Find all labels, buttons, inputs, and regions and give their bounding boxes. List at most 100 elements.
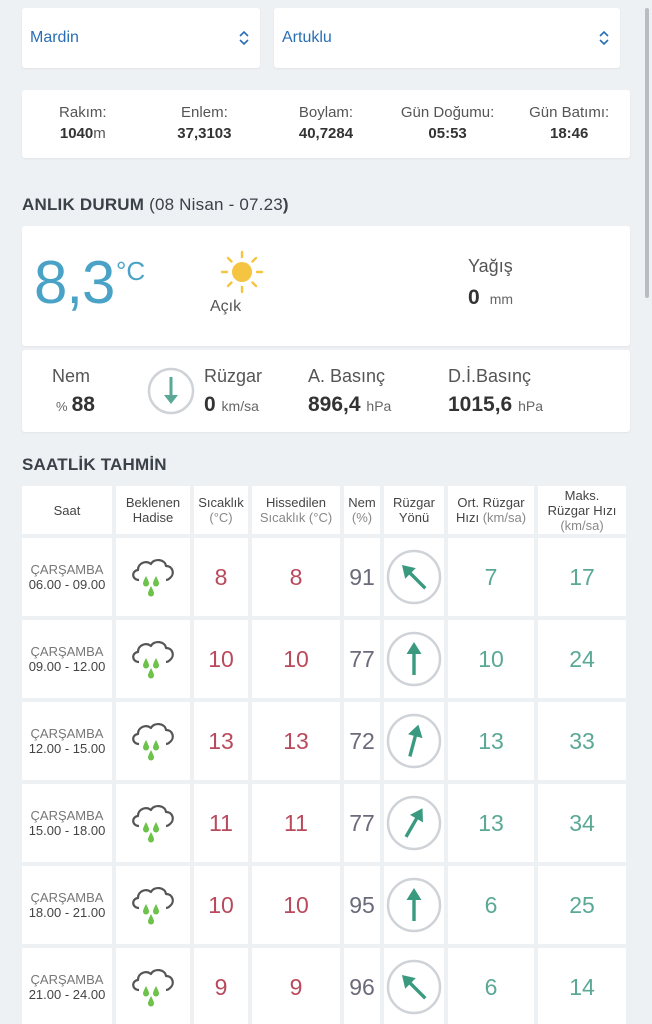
- row-time-cell: ÇARŞAMBA 21.00 - 24.00: [22, 948, 112, 1024]
- row-wind-direction: [384, 866, 444, 944]
- row-temperature: 9: [194, 948, 248, 1024]
- wind-arrow-icon: [386, 713, 442, 769]
- sunrise-label: Gün Doğumu:: [400, 104, 495, 121]
- wind-value: 0 km/sa: [204, 393, 259, 416]
- row-wind-direction: [384, 948, 444, 1024]
- table-header: Saat Beklenen Hadise Sıcaklık (°C) Hissedi…: [22, 486, 630, 534]
- row-hours: 06.00 - 09.00: [28, 577, 106, 592]
- row-temperature: 10: [194, 620, 248, 698]
- hourly-forecast-table: Saat Beklenen Hadise Sıcaklık (°C) Hissedi…: [22, 486, 630, 1024]
- row-time-cell: ÇARŞAMBA 15.00 - 18.00: [22, 784, 112, 862]
- humidity-value: % 88: [56, 393, 95, 416]
- longitude-cell: Boylam: 40,7284: [265, 90, 387, 158]
- header-hour: Saat: [22, 486, 112, 534]
- row-avg-wind: 13: [448, 702, 534, 780]
- precipitation-value: 0 mm: [468, 286, 514, 309]
- altitude-cell: Rakım: 1040m: [22, 90, 144, 158]
- row-day: ÇARŞAMBA: [30, 562, 104, 577]
- sunrise-value: 05:53: [428, 125, 467, 142]
- row-avg-wind: 13: [448, 784, 534, 862]
- table-row: ÇARŞAMBA 18.00 - 21.00 10 10 95 6 25: [22, 866, 630, 944]
- row-max-wind: 24: [538, 620, 626, 698]
- row-temperature: 10: [194, 866, 248, 944]
- longitude-label: Boylam:: [298, 104, 354, 121]
- rain-cloud-icon: [132, 559, 174, 597]
- row-day: ÇARŞAMBA: [30, 972, 104, 987]
- row-humidity: 95: [344, 866, 380, 944]
- pressure-value: 896,4 hPa: [308, 393, 392, 416]
- row-event-cell: [116, 866, 190, 944]
- row-hours: 18.00 - 21.00: [28, 905, 106, 920]
- sunrise-cell: Gün Doğumu: 05:53: [387, 90, 509, 158]
- sea-level-pressure-value: 1015,6 hPa: [448, 393, 543, 416]
- rain-cloud-icon: [132, 805, 174, 843]
- row-wind-direction: [384, 784, 444, 862]
- hourly-forecast-title: SAATLİK TAHMİN: [22, 455, 167, 474]
- page-scrollbar[interactable]: [645, 8, 649, 298]
- row-feels-like: 10: [252, 866, 340, 944]
- header-wind-direction: Rüzgar Yönü: [384, 486, 444, 534]
- altitude-label: Rakım:: [59, 104, 107, 121]
- sunset-label: Gün Batımı:: [529, 104, 610, 121]
- row-max-wind: 17: [538, 538, 626, 616]
- row-humidity: 91: [344, 538, 380, 616]
- table-row: ÇARŞAMBA 15.00 - 18.00 11 11 77 13 34: [22, 784, 630, 862]
- row-temperature: 8: [194, 538, 248, 616]
- table-row: ÇARŞAMBA 12.00 - 15.00 13 13 72 13 33: [22, 702, 630, 780]
- pressure-label: A. Basınç: [308, 366, 386, 386]
- row-hours: 15.00 - 18.00: [28, 823, 106, 838]
- row-time-cell: ÇARŞAMBA 06.00 - 09.00: [22, 538, 112, 616]
- header-max-wind: Maks. Rüzgar Hızı (km/sa): [538, 486, 626, 534]
- row-time-cell: ÇARŞAMBA 12.00 - 15.00: [22, 702, 112, 780]
- row-max-wind: 34: [538, 784, 626, 862]
- wind-direction-icon: [147, 367, 195, 415]
- row-event-cell: [116, 538, 190, 616]
- header-temperature: Sıcaklık (°C): [194, 486, 248, 534]
- row-event-cell: [116, 702, 190, 780]
- row-humidity: 96: [344, 948, 380, 1024]
- city-select[interactable]: Mardin: [22, 8, 260, 68]
- row-hours: 12.00 - 15.00: [28, 741, 106, 756]
- row-hours: 21.00 - 24.00: [28, 987, 106, 1002]
- row-time-cell: ÇARŞAMBA 09.00 - 12.00: [22, 620, 112, 698]
- rain-cloud-icon: [132, 969, 174, 1007]
- row-event-cell: [116, 784, 190, 862]
- wind-label: Rüzgar: [204, 366, 263, 386]
- district-select[interactable]: Artuklu: [274, 8, 620, 68]
- header-event: Beklenen Hadise: [116, 486, 190, 534]
- wind-arrow-icon: [386, 959, 442, 1015]
- row-day: ÇARŞAMBA: [30, 808, 104, 823]
- rain-cloud-icon: [132, 641, 174, 679]
- table-row: ÇARŞAMBA 09.00 - 12.00 10 10 77 10 24: [22, 620, 630, 698]
- row-avg-wind: 7: [448, 538, 534, 616]
- row-day: ÇARŞAMBA: [30, 726, 104, 741]
- latitude-value: 37,3103: [177, 125, 232, 142]
- row-event-cell: [116, 948, 190, 1024]
- city-select-value: Mardin: [30, 29, 79, 46]
- longitude-value: 40,7284: [298, 125, 354, 142]
- row-max-wind: 25: [538, 866, 626, 944]
- header-humidity: Nem (%): [344, 486, 380, 534]
- sea-level-pressure-label: D.İ.Basınç: [448, 366, 532, 386]
- row-avg-wind: 10: [448, 620, 534, 698]
- altitude-value: 1040m: [59, 125, 106, 142]
- wind-arrow-icon: [386, 549, 442, 605]
- row-max-wind: 14: [538, 948, 626, 1024]
- rain-cloud-icon: [132, 887, 174, 925]
- row-avg-wind: 6: [448, 866, 534, 944]
- temperature-unit: °C: [116, 256, 146, 286]
- current-date: 08 Nisan - 07.23: [154, 195, 283, 214]
- row-feels-like: 8: [252, 538, 340, 616]
- row-wind-direction: [384, 620, 444, 698]
- row-time-cell: ÇARŞAMBA 18.00 - 21.00: [22, 866, 112, 944]
- row-feels-like: 9: [252, 948, 340, 1024]
- row-max-wind: 33: [538, 702, 626, 780]
- chevron-updown-icon: [239, 30, 249, 46]
- sunset-value: 18:46: [549, 125, 589, 142]
- row-hours: 09.00 - 12.00: [28, 659, 106, 674]
- current-conditions-card: 8,3 °C Açık Yağış 0 mm: [22, 226, 630, 346]
- row-wind-direction: [384, 538, 444, 616]
- humidity-label: Nem: [52, 366, 91, 386]
- latitude-label: Enlem:: [181, 104, 228, 121]
- precipitation-label: Yağış: [468, 256, 513, 276]
